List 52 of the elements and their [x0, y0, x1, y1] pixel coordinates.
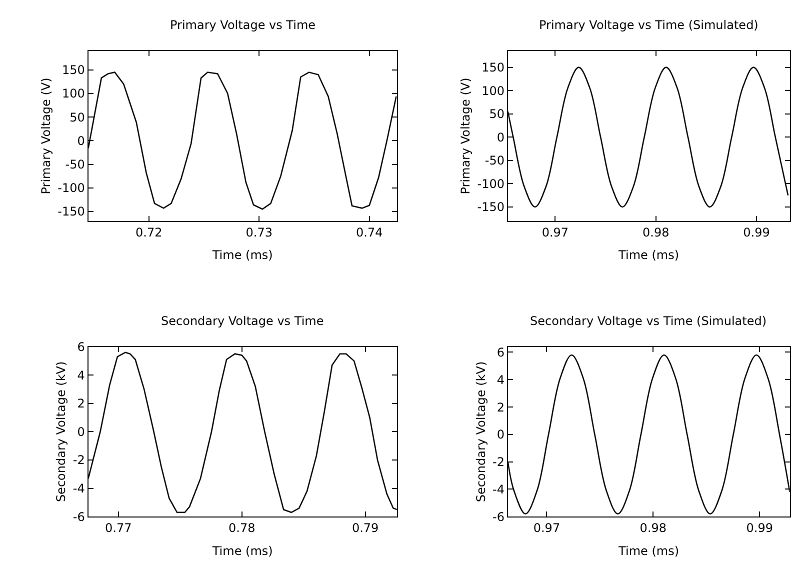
y-tick-label: -150: [58, 204, 85, 219]
y-tick-label: 0: [496, 130, 504, 144]
y-axis-title: Secondary Voltage (kV): [474, 361, 488, 502]
y-tick-label: 0: [496, 428, 504, 442]
y-tick-label: -6: [492, 510, 504, 524]
y-tick-label: 50: [70, 110, 85, 124]
x-tick-label: 0.74: [356, 225, 383, 240]
y-tick-label: 100: [62, 86, 85, 101]
x-tick-label: 0.99: [743, 225, 770, 240]
y-tick-label: 0: [77, 134, 85, 148]
y-tick-label: 6: [496, 345, 504, 360]
y-tick-label: 150: [62, 63, 85, 78]
y-tick-label: 100: [482, 84, 504, 98]
y-tick-label: -100: [477, 176, 504, 191]
chart-title: Primary Voltage vs Time: [170, 18, 316, 32]
x-axis-title: Time (ms): [618, 544, 680, 558]
chart-title: Secondary Voltage vs Time: [161, 314, 324, 328]
y-tick-label: 2: [496, 400, 504, 414]
x-tick-label: 0.97: [533, 521, 560, 536]
y-tick-label: -6: [72, 510, 85, 524]
y-tick-label: -150: [477, 200, 504, 214]
x-tick-label: 0.79: [352, 521, 379, 536]
x-tick-label: 0.77: [105, 521, 132, 536]
y-axis-title: Primary Voltage (V): [458, 78, 473, 194]
chart-title: Secondary Voltage vs Time (Simulated): [530, 314, 767, 328]
x-tick-label: 0.97: [542, 225, 569, 240]
x-tick-label: 0.98: [642, 225, 670, 240]
y-tick-label: 0: [77, 424, 85, 439]
x-tick-label: 0.73: [246, 225, 272, 240]
x-tick-label: 0.99: [746, 521, 773, 536]
y-tick-label: -4: [72, 482, 85, 496]
y-tick-label: -100: [58, 181, 85, 196]
y-tick-label: -50: [65, 158, 85, 172]
y-tick-label: 150: [482, 60, 504, 75]
y-tick-label: -2: [72, 453, 85, 468]
chart-title: Primary Voltage vs Time (Simulated): [539, 18, 758, 32]
y-tick-label: -4: [492, 482, 504, 496]
y-tick-label: 4: [496, 372, 504, 387]
y-axis-title: Secondary Voltage (kV): [54, 361, 68, 502]
x-tick-label: 0.72: [136, 225, 162, 240]
x-tick-label: 0.98: [640, 521, 667, 536]
y-tick-label: 4: [77, 368, 85, 382]
x-axis-title: Time (ms): [211, 248, 273, 262]
x-axis-title: Time (ms): [618, 248, 680, 262]
x-tick-label: 0.78: [228, 521, 256, 536]
y-tick-label: 50: [489, 107, 504, 122]
y-tick-label: -2: [492, 455, 504, 470]
x-axis-title: Time (ms): [211, 544, 273, 558]
y-tick-label: -50: [484, 154, 504, 168]
y-tick-label: 6: [77, 340, 85, 354]
y-tick-label: 2: [77, 396, 85, 411]
y-axis-title: Primary Voltage (V): [38, 78, 53, 194]
